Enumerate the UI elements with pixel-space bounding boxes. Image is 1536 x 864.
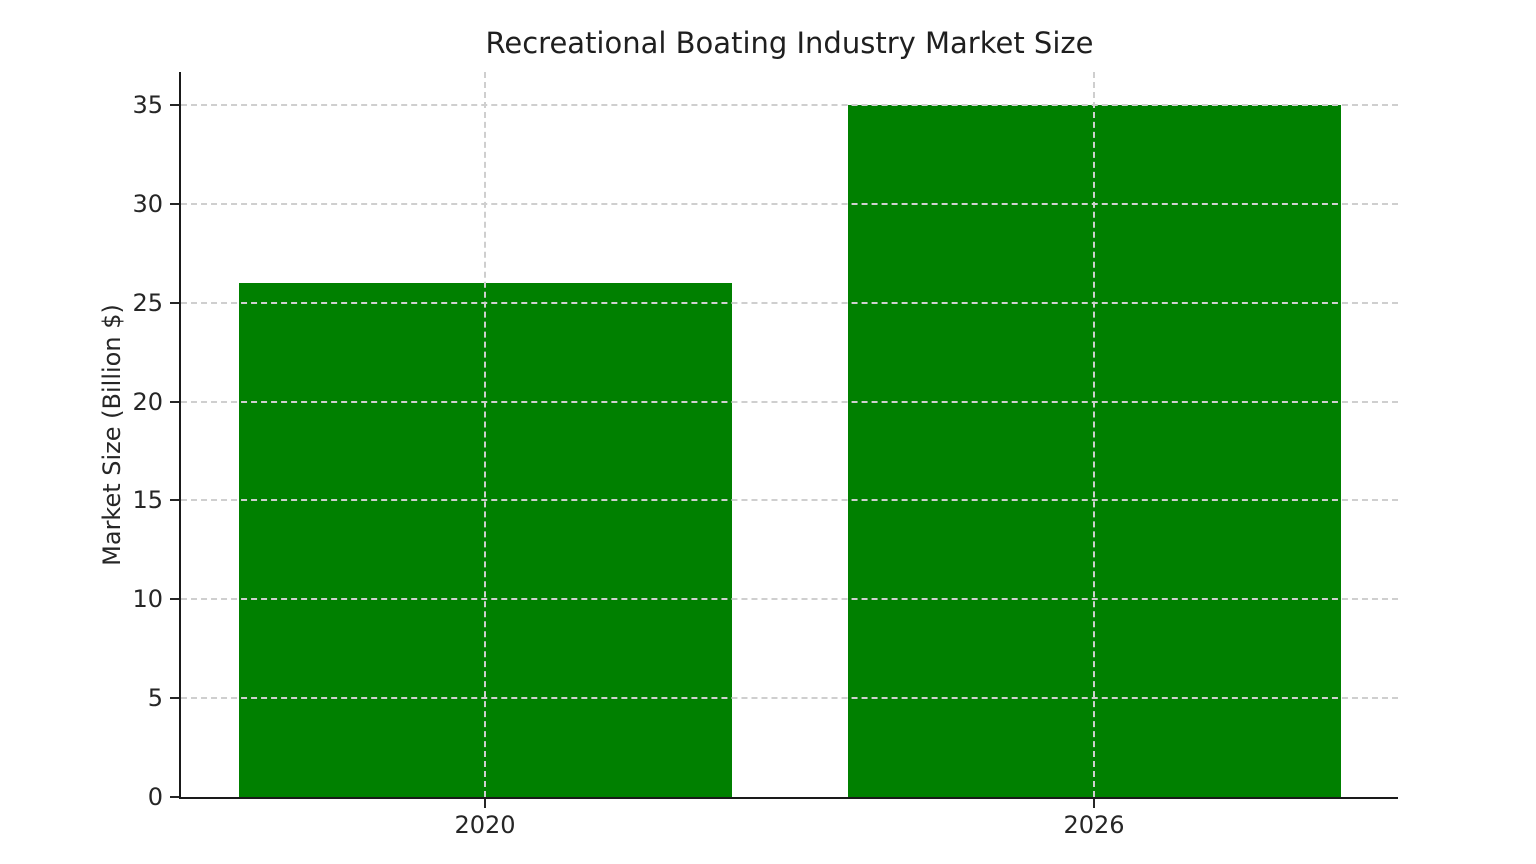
x-tick-label-2026: 2026 <box>1063 811 1125 839</box>
y-tick-label-20: 20 <box>132 387 163 416</box>
x-tick-mark-2026 <box>1093 799 1095 808</box>
x-axis-spine <box>179 797 1398 799</box>
y-tick-label-25: 25 <box>132 288 163 317</box>
gridline-y-20 <box>181 400 1398 403</box>
y-tick-mark-20 <box>170 400 179 403</box>
gridline-x-2020 <box>484 72 486 797</box>
gridline-y-25 <box>181 301 1398 304</box>
gridline-y-30 <box>181 202 1398 205</box>
y-tick-mark-10 <box>170 598 179 601</box>
y-tick-mark-15 <box>170 499 179 502</box>
plot-area: 0 5 10 15 20 25 30 35 2020 2026 <box>132 72 1398 839</box>
y-axis-spine <box>179 72 181 799</box>
y-tick-label-35: 35 <box>132 91 163 119</box>
y-tick-label-5: 5 <box>147 684 163 713</box>
gridline-y-10 <box>181 598 1398 601</box>
y-tick-mark-25 <box>170 301 179 304</box>
y-tick-mark-5 <box>170 697 179 700</box>
y-tick-label-30: 30 <box>132 189 163 218</box>
gridline-y-5 <box>181 697 1398 700</box>
x-tick-label-2020: 2020 <box>454 811 516 839</box>
y-tick-label-15: 15 <box>132 486 163 515</box>
y-tick-mark-0 <box>170 796 179 798</box>
gridline-x-2026 <box>1093 72 1095 797</box>
chart-title: Recreational Boating Industry Market Siz… <box>485 26 1094 60</box>
y-tick-label-10: 10 <box>132 585 163 614</box>
gridline-y-35 <box>181 104 1398 106</box>
y-tick-mark-30 <box>170 202 179 205</box>
y-tick-mark-35 <box>170 104 179 106</box>
y-tick-label-0: 0 <box>147 783 163 811</box>
y-axis-label: Market Size (Billion $) <box>98 304 126 566</box>
gridline-y-15 <box>181 499 1398 502</box>
x-tick-mark-2020 <box>484 799 486 808</box>
